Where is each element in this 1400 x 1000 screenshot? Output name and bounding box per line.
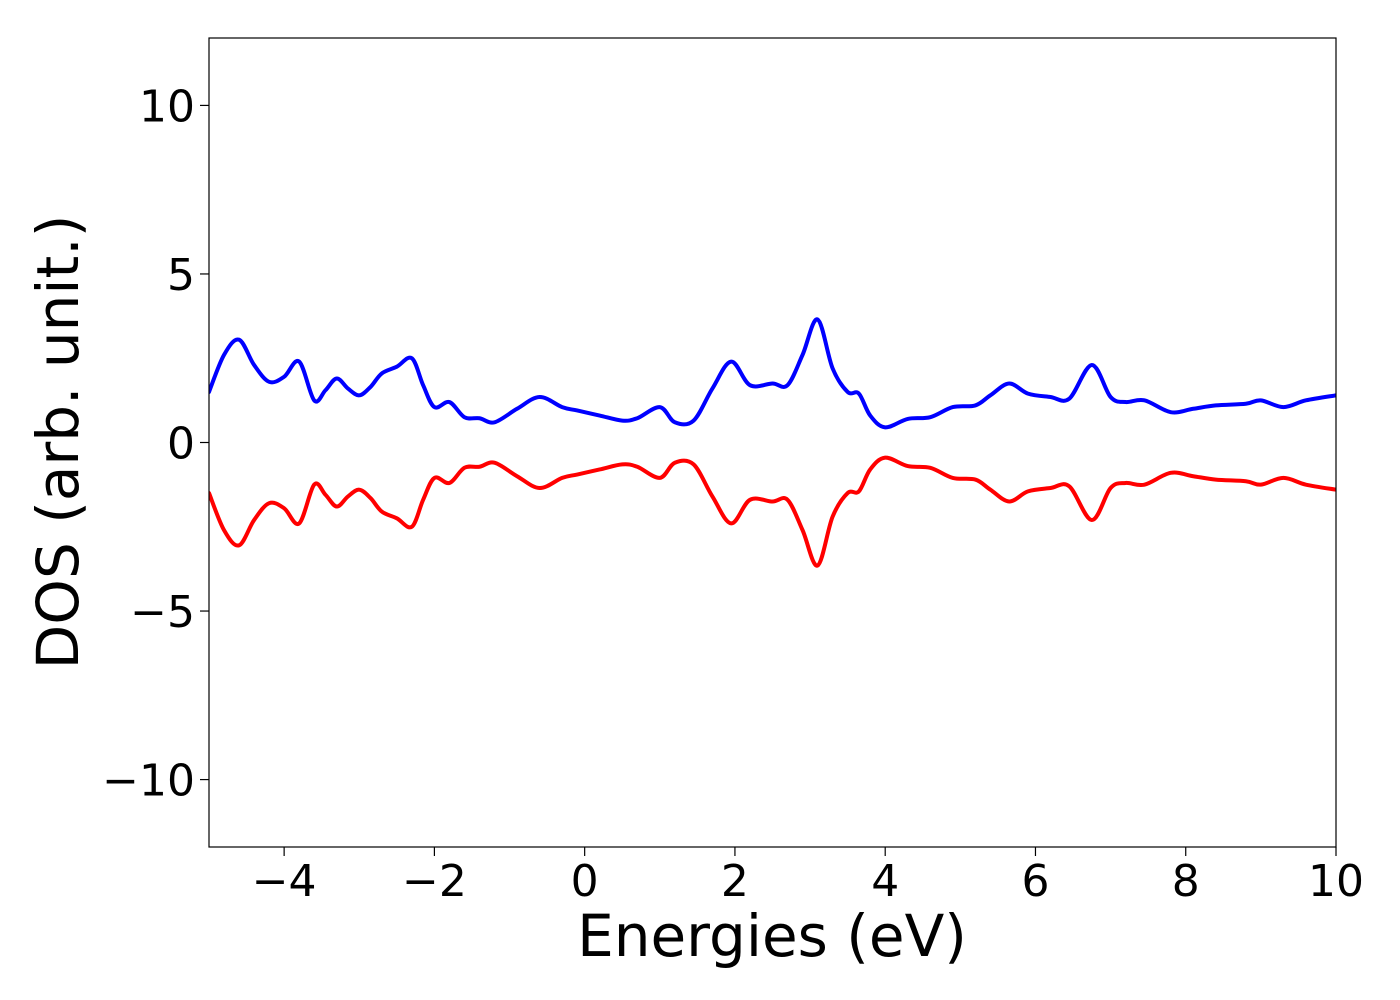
x-tick-label: 0	[571, 856, 599, 907]
y-tick-label: 0	[167, 419, 195, 470]
x-tick-label: 2	[721, 856, 749, 907]
y-tick-label: −10	[102, 756, 195, 807]
x-tick-label: 10	[1308, 856, 1364, 907]
x-axis: −4 −2 0 2 4 6 8 10	[252, 847, 1364, 907]
x-tick-label: 8	[1172, 856, 1200, 907]
x-tick-label: 4	[871, 856, 899, 907]
dos-line-negative	[209, 455, 1336, 568]
y-tick-label: 5	[167, 250, 195, 301]
y-tick-label: 10	[139, 81, 195, 132]
y-tick-label: −5	[130, 587, 195, 638]
x-tick-label: 6	[1021, 856, 1049, 907]
x-tick-label: −4	[252, 856, 317, 907]
y-axis-title: DOS (arb. unit.)	[24, 215, 92, 670]
dos-line-positive	[209, 317, 1336, 430]
x-tick-label: −2	[402, 856, 467, 907]
y-axis: −10 −5 0 5 10	[102, 81, 209, 807]
x-axis-title: Energies (eV)	[577, 902, 967, 970]
series-layer	[209, 317, 1336, 568]
